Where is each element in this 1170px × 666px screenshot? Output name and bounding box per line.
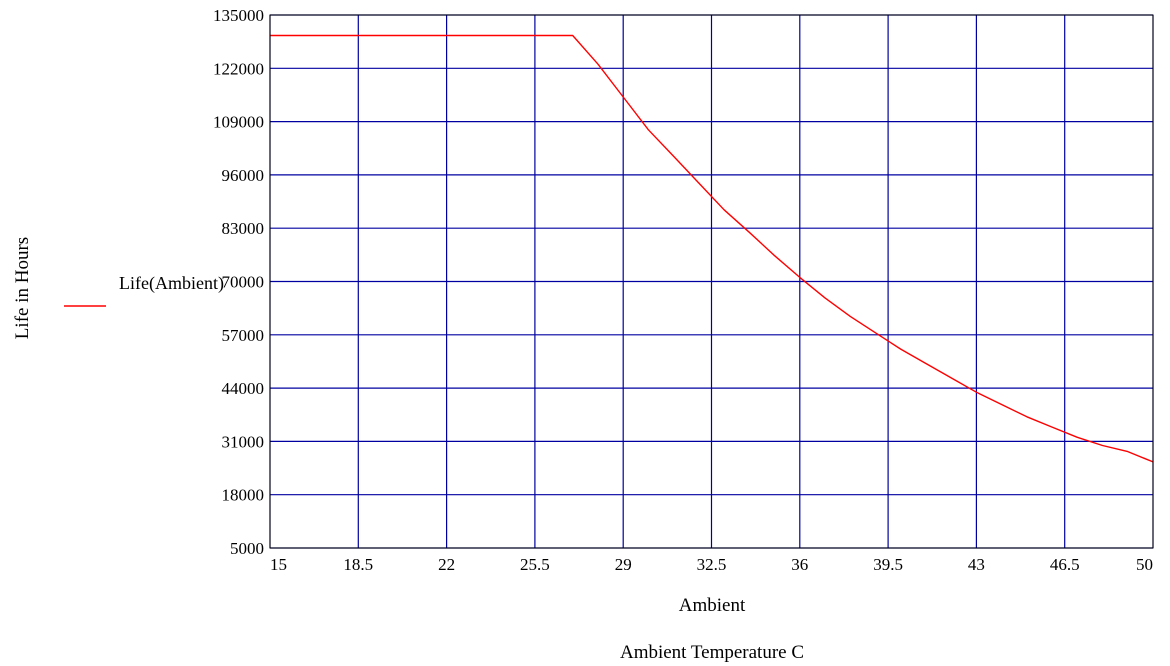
legend: Life(Ambient) (64, 273, 224, 307)
x-tick-label: 50 (1136, 555, 1153, 574)
x-tick-label: 25.5 (520, 555, 550, 574)
y-tick-label: 83000 (222, 219, 265, 238)
y-tick-label: 18000 (222, 486, 265, 505)
x-tick-labels: 15 18.5 22 25.5 29 32.5 36 39.5 43 46.5 50 (270, 555, 1153, 574)
y-tick-label: 96000 (222, 166, 265, 185)
x-tick-label: 43 (968, 555, 985, 574)
x-tick-label: 46.5 (1050, 555, 1080, 574)
x-tick-label: 18.5 (343, 555, 373, 574)
series-line-0 (270, 34, 1154, 463)
y-tick-label: 109000 (213, 113, 264, 132)
chart-caption: Ambient Temperature C (620, 642, 804, 663)
x-axis-label: Ambient (679, 595, 746, 616)
y-tick-label: 44000 (222, 379, 265, 398)
grid (269, 14, 1154, 549)
y-tick-label: 135000 (213, 6, 264, 25)
y-tick-label: 122000 (213, 59, 264, 78)
x-tick-label: 22 (438, 555, 455, 574)
legend-label: Life(Ambient) (119, 273, 224, 294)
x-tick-label: 32.5 (697, 555, 727, 574)
y-tick-label: 5000 (230, 539, 264, 558)
y-tick-labels: 135000 122000 109000 96000 83000 70000 57000 44… (213, 6, 264, 558)
x-tick-label: 29 (615, 555, 632, 574)
y-tick-label: 70000 (222, 273, 265, 292)
x-tick-label: 15 (270, 555, 287, 574)
y-axis-label: Life in Hours (12, 237, 33, 339)
series-layer (270, 34, 1154, 463)
y-tick-label: 57000 (222, 326, 265, 345)
x-tick-label: 36 (791, 555, 808, 574)
plot-frame (269, 14, 1154, 549)
x-tick-label: 39.5 (873, 555, 903, 574)
y-tick-label: 31000 (222, 432, 265, 451)
